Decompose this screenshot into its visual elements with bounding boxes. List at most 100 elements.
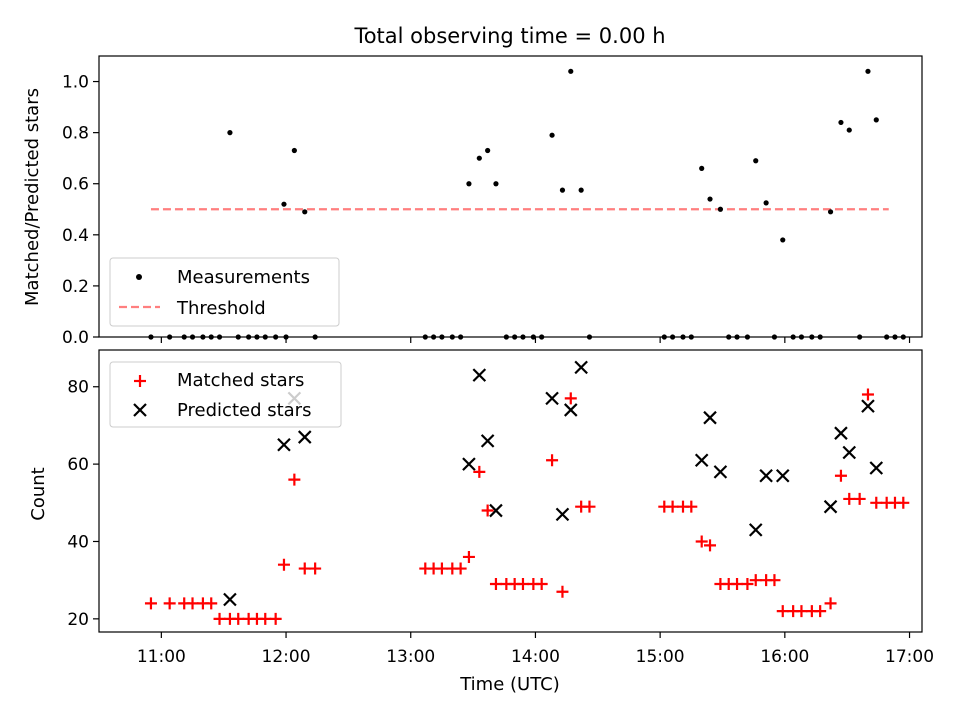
bottom-ytick-label: 20 bbox=[67, 610, 89, 630]
matched-point bbox=[489, 578, 502, 591]
matched-point bbox=[516, 578, 529, 591]
bottom-ytick-label: 40 bbox=[67, 532, 89, 552]
matched-point bbox=[704, 539, 717, 552]
predicted-point bbox=[489, 503, 503, 518]
measurement-point bbox=[281, 201, 287, 207]
predicted-point bbox=[748, 523, 763, 537]
predicted-point bbox=[545, 391, 559, 406]
top-ytick-label: 1.0 bbox=[62, 73, 89, 93]
measurement-point bbox=[466, 181, 472, 187]
measurement-point bbox=[476, 155, 482, 161]
matched-point bbox=[814, 605, 827, 618]
measurement-point bbox=[763, 200, 769, 206]
matched-point bbox=[186, 597, 199, 610]
measurement-point bbox=[493, 181, 499, 187]
predicted-point bbox=[472, 368, 487, 382]
predicted-point bbox=[869, 461, 884, 475]
matched-point bbox=[144, 597, 157, 610]
matched-point bbox=[481, 504, 494, 517]
bottom-yticks: 20 40 60 80 bbox=[67, 378, 99, 630]
bottom-xticks: 11:00 12:00 13:00 14:00 15:00 16:00 17:00 bbox=[137, 632, 934, 667]
matched-point bbox=[843, 492, 856, 505]
matched-point bbox=[749, 574, 762, 587]
legend-predicted-marker bbox=[133, 403, 147, 417]
legend-measurement-label: Measurements bbox=[177, 267, 310, 288]
predicted-point bbox=[480, 434, 495, 448]
legend-predicted-label: Predicted stars bbox=[177, 400, 311, 421]
top-legend: Measurements Threshold bbox=[109, 257, 340, 327]
predicted-point bbox=[823, 499, 838, 514]
legend-measurement-marker bbox=[136, 274, 142, 280]
bottom-legend: Matched stars Predicted stars bbox=[109, 361, 342, 428]
top-yticks: 0.0 0.2 0.4 0.6 0.8 1.0 bbox=[62, 73, 99, 348]
measurement-point bbox=[568, 68, 574, 74]
measurement-point bbox=[699, 165, 705, 171]
matched-point bbox=[309, 562, 322, 575]
matched-point bbox=[205, 597, 218, 610]
predicted-point bbox=[462, 457, 476, 471]
top-ytick-label: 0.6 bbox=[62, 175, 89, 195]
bottom-ytick-label: 80 bbox=[67, 378, 89, 398]
bottom-xtick-label: 14:00 bbox=[511, 647, 560, 667]
chart-title: Total observing time = 0.00 h bbox=[353, 24, 665, 48]
matched-point bbox=[695, 535, 708, 548]
matched-point bbox=[163, 597, 176, 610]
top-panel: 0.0 0.2 0.4 0.6 0.8 1.0 Matched/Predicted sta… bbox=[22, 55, 923, 348]
matched-point bbox=[277, 558, 290, 571]
predicted-point bbox=[223, 592, 237, 607]
bottom-xtick-label: 13:00 bbox=[386, 647, 435, 667]
predicted-point bbox=[277, 437, 291, 452]
top-ytick-label: 0.4 bbox=[62, 226, 89, 246]
bottom-xtick-label: 16:00 bbox=[760, 647, 809, 667]
bottom-xtick-label: 17:00 bbox=[885, 647, 934, 667]
legend-matched-marker bbox=[134, 375, 146, 387]
matched-point bbox=[213, 612, 226, 625]
x-axis-label: Time (UTC) bbox=[459, 674, 560, 695]
matched-point bbox=[666, 500, 679, 513]
matched-point bbox=[462, 550, 475, 563]
measurement-point bbox=[578, 187, 584, 193]
bottom-xtick-label: 11:00 bbox=[137, 647, 186, 667]
bottom-axes-frame bbox=[98, 349, 923, 633]
top-ytick-label: 0.2 bbox=[62, 277, 89, 297]
measurement-point bbox=[707, 196, 713, 202]
measurement-point bbox=[485, 147, 491, 154]
predicted-point bbox=[555, 507, 570, 522]
matched-point bbox=[473, 465, 486, 478]
measurement-point bbox=[717, 206, 724, 212]
top-ytick-label: 0.0 bbox=[62, 328, 89, 348]
predicted-point bbox=[694, 453, 709, 468]
matched-point bbox=[583, 500, 596, 513]
measurement-point bbox=[838, 119, 844, 126]
measurement-point bbox=[865, 68, 871, 74]
matched-point bbox=[546, 454, 559, 467]
measurement-point bbox=[302, 209, 308, 215]
matched-point bbox=[298, 562, 311, 575]
predicted-point bbox=[775, 468, 790, 483]
predicted-point bbox=[759, 468, 773, 483]
predicted-point bbox=[834, 426, 848, 440]
measurement-point bbox=[753, 158, 759, 164]
matched-point bbox=[259, 612, 272, 625]
legend-threshold-label: Threshold bbox=[176, 298, 266, 319]
measurement-point bbox=[873, 117, 879, 123]
bottom-ytick-label: 60 bbox=[67, 455, 89, 475]
measurement-point bbox=[846, 127, 852, 133]
matched-point bbox=[853, 492, 866, 505]
matched-point bbox=[834, 469, 847, 482]
matched-point bbox=[435, 562, 448, 575]
predicted-point bbox=[297, 430, 312, 444]
matched-point bbox=[269, 612, 282, 625]
top-xticks bbox=[160, 337, 911, 343]
top-ytick-label: 0.8 bbox=[62, 124, 89, 144]
matched-point bbox=[897, 496, 910, 509]
bottom-xtick-label: 15:00 bbox=[636, 647, 685, 667]
measurement-point bbox=[827, 209, 834, 215]
measurement-point bbox=[549, 132, 555, 138]
top-y-axis-label: Matched/Predicted stars bbox=[22, 88, 43, 306]
top-points-layer bbox=[148, 68, 906, 340]
matched-point bbox=[824, 597, 837, 610]
matched-point bbox=[535, 578, 548, 591]
matched-point bbox=[768, 574, 781, 587]
